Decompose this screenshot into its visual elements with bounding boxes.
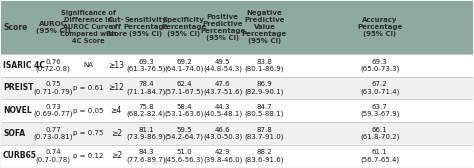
Bar bbox=[0, 99, 474, 122]
Text: 66.1
(61.8-70.2): 66.1 (61.8-70.2) bbox=[360, 127, 400, 140]
Text: 75.8
(68.2-82.4): 75.8 (68.2-82.4) bbox=[127, 104, 165, 117]
Text: Sensitivity
Percentage
(95% CI): Sensitivity Percentage (95% CI) bbox=[123, 17, 169, 37]
Text: 51.0
(45.6-56.3): 51.0 (45.6-56.3) bbox=[164, 149, 203, 163]
Text: 69.2
(64.1-74.0): 69.2 (64.1-74.0) bbox=[164, 59, 203, 72]
Text: 78.4
(71.1-84.7): 78.4 (71.1-84.7) bbox=[127, 81, 166, 95]
Text: Positive
Predictive
Percentage
(95% CI): Positive Predictive Percentage (95% CI) bbox=[200, 14, 245, 41]
Text: 59.5
(54.2-64.7): 59.5 (54.2-64.7) bbox=[164, 127, 203, 140]
Text: 0.76
(0.72-0.8): 0.76 (0.72-0.8) bbox=[36, 59, 70, 72]
Text: p = 0.75: p = 0.75 bbox=[73, 130, 103, 136]
Text: 87.8
(83.7-91.0): 87.8 (83.7-91.0) bbox=[245, 127, 284, 140]
Bar bbox=[0, 1, 474, 54]
Text: 84.7
(80.5-88.1): 84.7 (80.5-88.1) bbox=[245, 104, 284, 117]
Text: 0.74
(0.7-0.78): 0.74 (0.7-0.78) bbox=[36, 149, 71, 163]
Text: 58.4
(53.1-63.6): 58.4 (53.1-63.6) bbox=[164, 104, 203, 117]
Text: 84.3
(77.6-89.7): 84.3 (77.6-89.7) bbox=[126, 149, 166, 163]
Bar bbox=[0, 122, 474, 145]
Text: 44.3
(40.5-48.1): 44.3 (40.5-48.1) bbox=[203, 104, 242, 117]
Text: ≥2: ≥2 bbox=[111, 129, 122, 138]
Text: 0.75
(0.71-0.79): 0.75 (0.71-0.79) bbox=[33, 81, 73, 95]
Text: 47.6
(43.7-51.6): 47.6 (43.7-51.6) bbox=[203, 81, 242, 95]
Text: 69.3
(61.3-76.5): 69.3 (61.3-76.5) bbox=[127, 59, 166, 72]
Text: 61.1
(56.7-65.4): 61.1 (56.7-65.4) bbox=[360, 149, 399, 163]
Text: Specificity
Percentage
(95% CI): Specificity Percentage (95% CI) bbox=[161, 17, 207, 37]
Text: PREIST: PREIST bbox=[3, 83, 34, 93]
Text: Score: Score bbox=[3, 23, 27, 32]
Text: 88.2
(83.6-91.6): 88.2 (83.6-91.6) bbox=[245, 149, 284, 163]
Text: ≥12: ≥12 bbox=[109, 83, 124, 93]
Text: NA: NA bbox=[83, 62, 93, 68]
Text: NOVEL: NOVEL bbox=[3, 106, 32, 115]
Text: p = 0.61: p = 0.61 bbox=[73, 85, 103, 91]
Text: 83.8
(80.1-86.9): 83.8 (80.1-86.9) bbox=[245, 59, 284, 72]
Text: Cut-
off
Score: Cut- off Score bbox=[105, 17, 128, 37]
Bar bbox=[0, 145, 474, 167]
Text: SOFA: SOFA bbox=[3, 129, 25, 138]
Text: Negative
Predictive
Value
Percentage
(95% CI): Negative Predictive Value Percentage (95… bbox=[242, 10, 287, 44]
Bar bbox=[0, 77, 474, 99]
Text: p = 0.12: p = 0.12 bbox=[73, 153, 103, 159]
Text: 49.5
(44.8-54.3): 49.5 (44.8-54.3) bbox=[203, 59, 242, 72]
Text: Significance of
Difference in
AUROC Curve
Compared with
4C Score: Significance of Difference in AUROC Curv… bbox=[60, 10, 116, 44]
Text: 0.73
(0.69-0.77): 0.73 (0.69-0.77) bbox=[33, 104, 73, 117]
Text: ≥4: ≥4 bbox=[110, 106, 122, 115]
Text: 67.2
(63.0-71.4): 67.2 (63.0-71.4) bbox=[360, 81, 400, 95]
Text: 0.77
(0.73-0.81): 0.77 (0.73-0.81) bbox=[33, 127, 73, 140]
Text: 46.6
(43.0-50.3): 46.6 (43.0-50.3) bbox=[203, 127, 242, 140]
Text: AUROC
(95% CI): AUROC (95% CI) bbox=[36, 21, 70, 34]
Text: 63.7
(59.3-67.9): 63.7 (59.3-67.9) bbox=[360, 104, 400, 117]
Text: 69.3
(65.0-73.3): 69.3 (65.0-73.3) bbox=[360, 59, 400, 72]
Text: 86.9
(82.9-90.1): 86.9 (82.9-90.1) bbox=[245, 81, 284, 95]
Text: ≥2: ≥2 bbox=[111, 152, 122, 160]
Bar bbox=[0, 54, 474, 77]
Text: ≥13: ≥13 bbox=[108, 61, 124, 70]
Text: CURB65: CURB65 bbox=[3, 152, 37, 160]
Text: Accuracy
Percentage
(95% CI): Accuracy Percentage (95% CI) bbox=[357, 17, 402, 37]
Text: ISARIC 4C: ISARIC 4C bbox=[3, 61, 45, 70]
Text: 81.1
(73.9-86.9): 81.1 (73.9-86.9) bbox=[126, 127, 166, 140]
Text: p = 0.05: p = 0.05 bbox=[73, 108, 103, 114]
Text: 42.9
(39.8-46.0): 42.9 (39.8-46.0) bbox=[203, 149, 242, 163]
Text: 62.4
(57.1-67.5): 62.4 (57.1-67.5) bbox=[164, 81, 203, 95]
